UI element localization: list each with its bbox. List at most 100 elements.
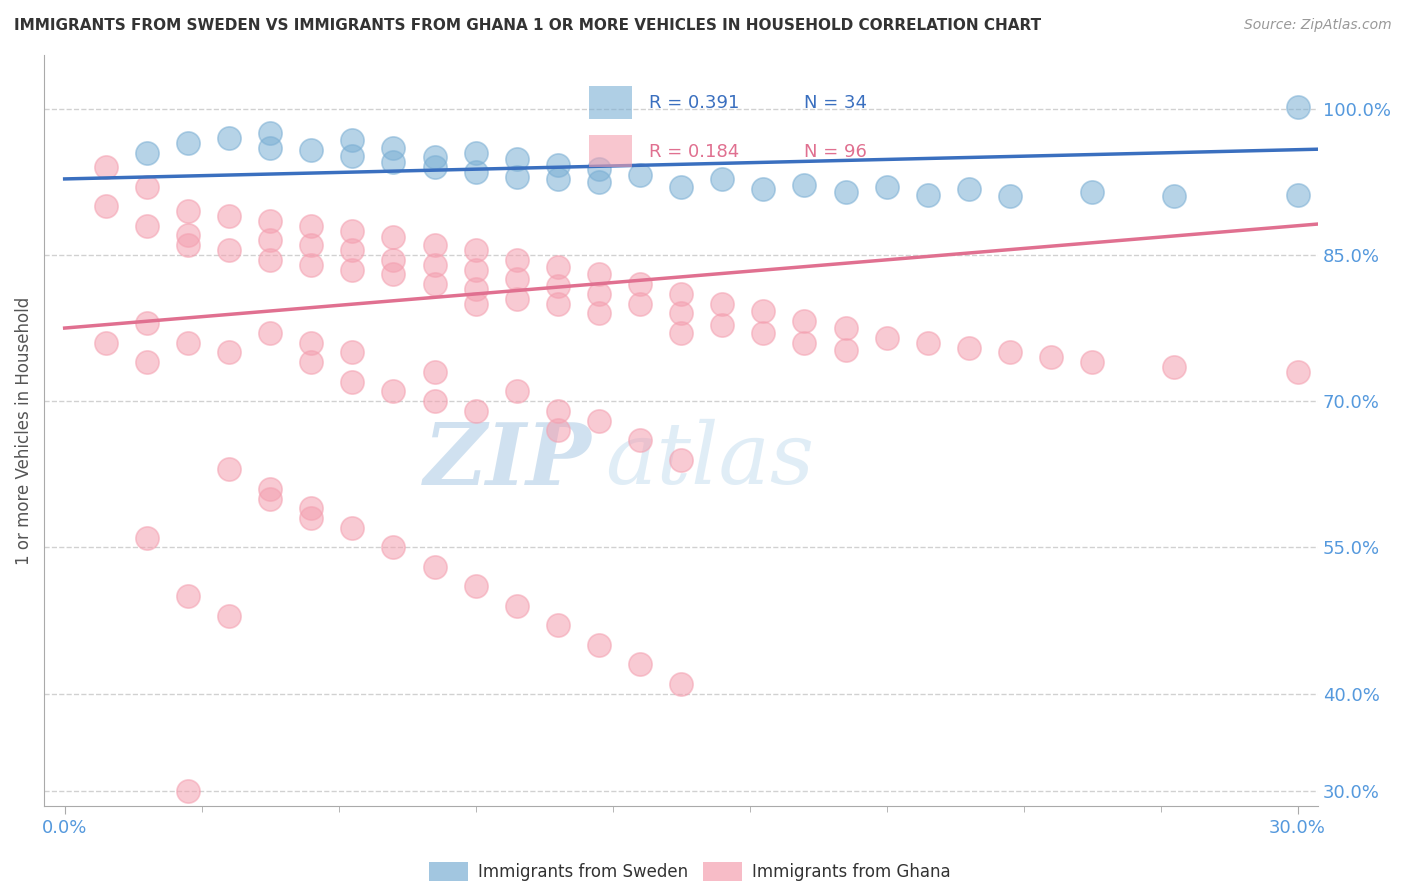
- Point: [299, 511, 322, 525]
- Point: [423, 160, 446, 174]
- Point: [628, 657, 651, 672]
- Point: [342, 262, 364, 277]
- Point: [588, 414, 610, 428]
- Point: [506, 272, 529, 286]
- Point: [752, 326, 775, 340]
- Point: [94, 160, 117, 174]
- Point: [299, 335, 322, 350]
- Point: [793, 314, 815, 328]
- Point: [259, 141, 281, 155]
- Point: [793, 335, 815, 350]
- Point: [382, 252, 405, 267]
- Point: [177, 228, 200, 243]
- Point: [547, 296, 569, 310]
- Text: Source: ZipAtlas.com: Source: ZipAtlas.com: [1244, 18, 1392, 32]
- Point: [711, 172, 734, 186]
- Point: [711, 318, 734, 333]
- Point: [259, 482, 281, 496]
- Point: [423, 277, 446, 292]
- Point: [299, 219, 322, 233]
- Point: [259, 326, 281, 340]
- Point: [464, 145, 486, 160]
- Point: [135, 531, 157, 545]
- Point: [135, 179, 157, 194]
- Point: [506, 252, 529, 267]
- Point: [382, 384, 405, 399]
- Point: [342, 345, 364, 359]
- Text: IMMIGRANTS FROM SWEDEN VS IMMIGRANTS FROM GHANA 1 OR MORE VEHICLES IN HOUSEHOLD : IMMIGRANTS FROM SWEDEN VS IMMIGRANTS FRO…: [14, 18, 1042, 33]
- Point: [1286, 365, 1309, 379]
- Point: [669, 287, 692, 301]
- Point: [752, 182, 775, 196]
- Point: [998, 189, 1021, 203]
- Point: [547, 279, 569, 293]
- Point: [259, 233, 281, 247]
- Point: [218, 131, 240, 145]
- Point: [547, 404, 569, 418]
- Point: [342, 133, 364, 147]
- Point: [917, 187, 939, 202]
- Point: [177, 784, 200, 798]
- Point: [259, 252, 281, 267]
- Point: [299, 238, 322, 252]
- Point: [669, 452, 692, 467]
- Point: [547, 172, 569, 186]
- Point: [259, 126, 281, 140]
- Point: [998, 345, 1021, 359]
- Point: [94, 335, 117, 350]
- Point: [506, 169, 529, 184]
- Point: [423, 258, 446, 272]
- Point: [1040, 351, 1063, 365]
- Point: [94, 199, 117, 213]
- Point: [423, 559, 446, 574]
- Point: [464, 165, 486, 179]
- Point: [506, 384, 529, 399]
- Point: [793, 178, 815, 192]
- Point: [669, 677, 692, 691]
- Point: [464, 579, 486, 593]
- Point: [177, 238, 200, 252]
- Point: [506, 599, 529, 613]
- Point: [299, 258, 322, 272]
- Point: [342, 521, 364, 535]
- Point: [669, 326, 692, 340]
- Point: [218, 345, 240, 359]
- Point: [464, 262, 486, 277]
- Point: [382, 141, 405, 155]
- Point: [1081, 355, 1104, 369]
- Point: [588, 287, 610, 301]
- Point: [135, 219, 157, 233]
- Point: [834, 185, 856, 199]
- Point: [588, 175, 610, 189]
- Point: [876, 331, 898, 345]
- Point: [547, 158, 569, 172]
- Point: [218, 608, 240, 623]
- Point: [464, 282, 486, 296]
- Text: Immigrants from Sweden: Immigrants from Sweden: [478, 863, 688, 881]
- Point: [423, 394, 446, 409]
- Point: [957, 182, 980, 196]
- Point: [382, 230, 405, 244]
- Point: [917, 335, 939, 350]
- Point: [382, 268, 405, 282]
- Point: [177, 136, 200, 150]
- Point: [382, 155, 405, 169]
- Y-axis label: 1 or more Vehicles in Household: 1 or more Vehicles in Household: [15, 296, 32, 565]
- Point: [423, 365, 446, 379]
- Point: [299, 355, 322, 369]
- Point: [876, 179, 898, 194]
- Point: [423, 238, 446, 252]
- Point: [1286, 100, 1309, 114]
- Point: [1081, 185, 1104, 199]
- Point: [711, 296, 734, 310]
- Point: [464, 404, 486, 418]
- Point: [342, 148, 364, 162]
- Point: [218, 243, 240, 257]
- Text: atlas: atlas: [605, 419, 814, 502]
- Point: [259, 491, 281, 506]
- Point: [382, 541, 405, 555]
- Point: [218, 209, 240, 223]
- Point: [135, 355, 157, 369]
- Point: [628, 168, 651, 182]
- Point: [1163, 359, 1185, 374]
